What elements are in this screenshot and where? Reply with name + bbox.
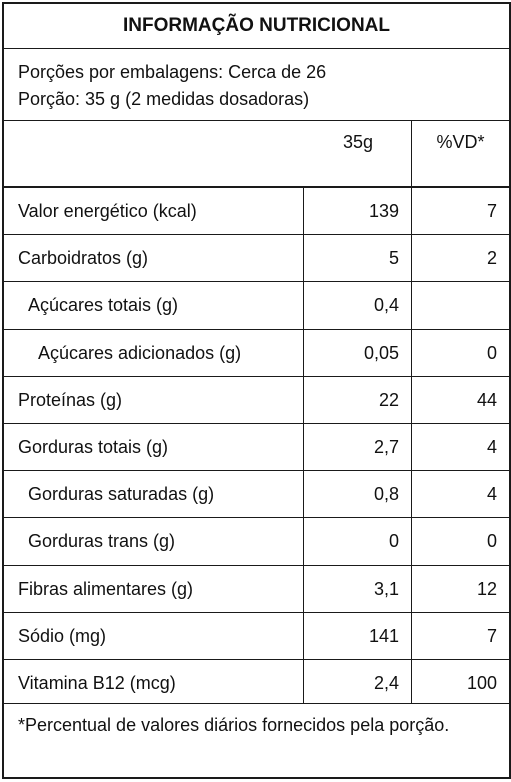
nutrient-amount: 0,05: [363, 342, 399, 363]
nutrient-amount: 0,8: [373, 484, 399, 505]
nutrient-label: Vitamina B12 (mcg): [18, 673, 176, 693]
nutrient-label: Açúcares totais (g): [28, 295, 179, 316]
nutrient-daily-value: 4: [486, 484, 497, 505]
nutrient-amount: 2,7: [373, 437, 399, 457]
nutrient-label: Carboidratos (g): [18, 248, 149, 269]
nutrient-amount: 0: [388, 531, 399, 552]
column-header-amount: 35g: [342, 132, 374, 152]
row-divider: [4, 281, 509, 283]
column-header-daily-value: %VD*: [436, 132, 485, 152]
nutrient-label: Sódio (mg): [18, 625, 107, 646]
divider: [4, 186, 509, 188]
row-divider: [4, 328, 509, 330]
row-divider: [4, 611, 509, 613]
footnote: *Percentual de valores diários fornecido…: [18, 715, 450, 735]
nutrient-label: Gorduras saturadas (g): [28, 484, 215, 505]
serving-size: Porção: 35 g (2 medidas dosadoras): [18, 89, 310, 109]
divider: [4, 48, 509, 49]
row-divider: [4, 375, 509, 377]
nutrient-daily-value: 2: [486, 248, 497, 269]
nutrient-daily-value: 4: [486, 437, 497, 457]
nutrient-label: Gorduras trans (g): [28, 531, 176, 552]
nutrient-amount: 2,4: [373, 673, 399, 693]
nutrient-daily-value: 0: [486, 342, 497, 363]
nutrient-daily-value: 44: [476, 389, 497, 410]
column-divider: [411, 121, 412, 704]
table-title: INFORMAÇÃO NUTRICIONAL: [122, 15, 391, 36]
nutrient-amount: 141: [368, 625, 399, 646]
servings-per-package: Porções por embalagens: Cerca de 26: [18, 62, 327, 82]
nutrient-amount: 139: [368, 201, 399, 221]
column-divider: [303, 187, 304, 704]
nutrient-label: Proteínas (g): [18, 389, 123, 410]
nutrient-amount: 5: [388, 248, 399, 269]
divider: [4, 120, 509, 121]
nutrient-label: Fibras alimentares (g): [18, 578, 194, 599]
row-divider: [4, 564, 509, 566]
nutrient-daily-value: [412, 282, 497, 329]
nutrient-amount: 3,1: [373, 578, 399, 599]
nutrient-label: Gorduras totais (g): [18, 437, 169, 457]
nutrient-amount: 0,4: [373, 295, 399, 316]
row-divider: [4, 517, 509, 519]
nutrient-label: Açúcares adicionados (g): [38, 342, 242, 363]
row-divider: [4, 659, 509, 660]
nutrient-daily-value: 0: [486, 531, 497, 552]
nutrient-label: Valor energético (kcal): [18, 201, 197, 221]
row-divider: [4, 423, 509, 424]
row-divider: [4, 234, 509, 236]
nutrient-daily-value: 7: [486, 625, 497, 646]
nutrient-amount: 22: [378, 389, 399, 410]
divider: [4, 703, 509, 704]
nutrient-daily-value: 7: [486, 201, 497, 221]
nutrient-daily-value: 100: [466, 673, 497, 693]
row-divider: [4, 470, 509, 472]
nutrient-daily-value: 12: [476, 578, 497, 599]
